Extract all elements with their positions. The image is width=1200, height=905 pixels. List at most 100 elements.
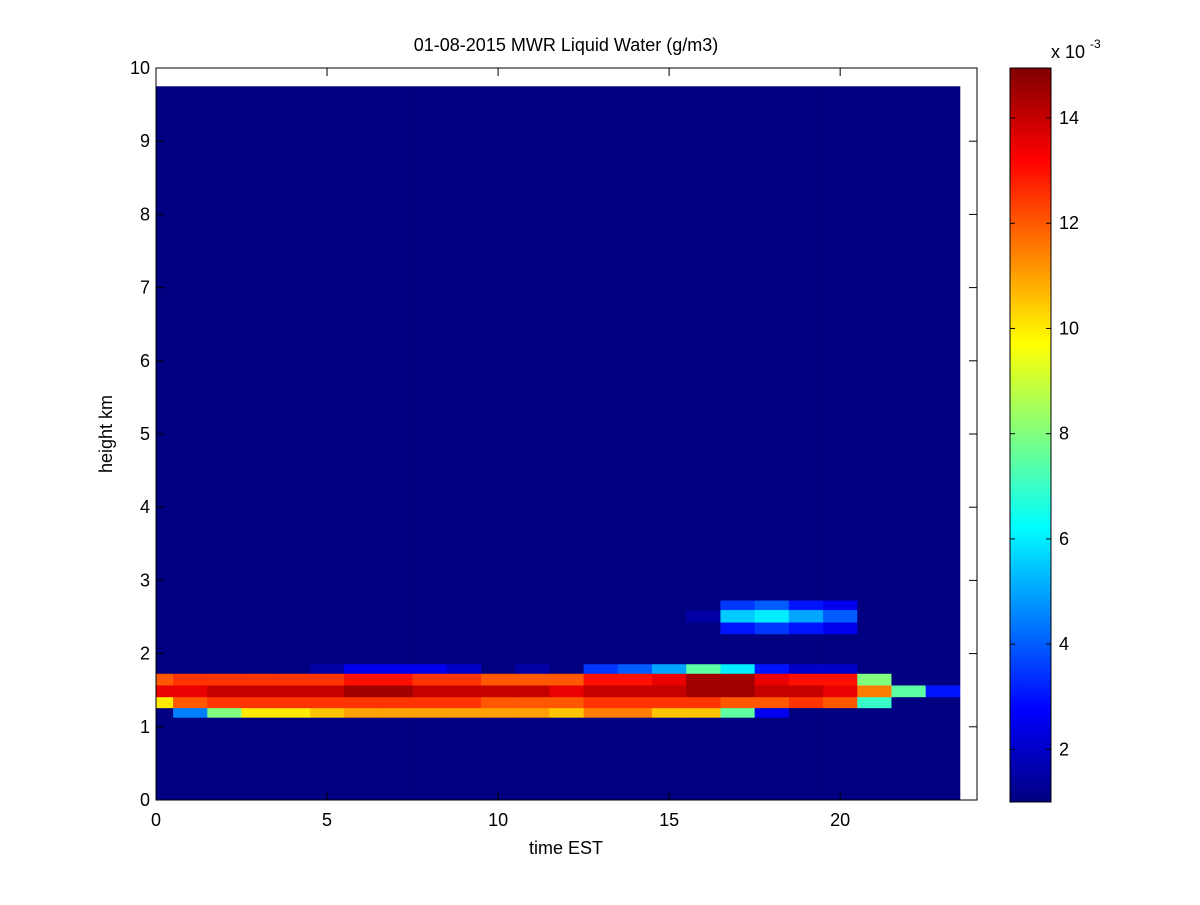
- heatmap-cell: [652, 717, 687, 801]
- heatmap-cell: [754, 673, 790, 686]
- heatmap-cell: [788, 717, 824, 801]
- heatmap-cell: [446, 600, 482, 611]
- heatmap-cell: [652, 600, 687, 611]
- heatmap-cell: [925, 673, 961, 686]
- heatmap-cell: [378, 707, 413, 718]
- heatmap-cell: [515, 609, 550, 623]
- heatmap-cell: [720, 663, 756, 674]
- heatmap-cell: [173, 685, 208, 698]
- colorbar-tick-label: 12: [1059, 213, 1079, 233]
- heatmap-cell: [515, 685, 550, 698]
- heatmap-cell: [480, 707, 516, 718]
- heatmap-cell: [720, 707, 756, 718]
- heatmap-cell: [173, 707, 208, 718]
- heatmap-cell: [515, 633, 550, 665]
- heatmap-cell: [412, 633, 448, 665]
- heatmap-cell: [788, 633, 824, 665]
- heatmap-cell: [241, 673, 277, 686]
- y-tick-label: 9: [140, 131, 150, 151]
- heatmap-cell: [412, 707, 448, 718]
- heatmap-cell: [857, 86, 892, 601]
- heatmap-cell: [617, 707, 653, 718]
- heatmap-cell: [156, 707, 174, 718]
- heatmap-cell: [275, 663, 311, 674]
- y-tick-label: 7: [140, 278, 150, 298]
- heatmap-cell: [480, 622, 516, 635]
- heatmap-cell: [823, 86, 858, 601]
- heatmap-cell: [156, 696, 174, 709]
- heatmap-cell: [344, 633, 379, 665]
- heatmap-cell: [412, 600, 448, 611]
- heatmap-cell: [549, 609, 585, 623]
- heatmap-cell: [720, 609, 756, 623]
- heatmap-cell: [156, 86, 174, 601]
- heatmap-cell: [652, 86, 687, 601]
- heatmap-cell: [549, 707, 585, 718]
- heatmap-cell: [344, 696, 379, 709]
- heatmap-cell: [412, 685, 448, 698]
- heatmap-cell: [720, 685, 756, 698]
- heatmap-cell: [378, 696, 413, 709]
- heatmap-cell: [857, 600, 892, 611]
- heatmap-cell: [275, 600, 311, 611]
- heatmap-cell: [344, 673, 379, 686]
- colorbar-tick-label: 2: [1059, 739, 1069, 759]
- heatmap-cell: [583, 663, 619, 674]
- heatmap-cell: [241, 622, 277, 635]
- heatmap-cell: [515, 707, 550, 718]
- heatmap-cell: [480, 86, 516, 601]
- heatmap-cell: [446, 717, 482, 801]
- heatmap-cell: [309, 609, 345, 623]
- heatmap-cell: [549, 696, 585, 709]
- heatmap-cell: [207, 717, 242, 801]
- heatmap-cell: [241, 696, 277, 709]
- y-tick-label: 3: [140, 570, 150, 590]
- heatmap-cell: [823, 673, 858, 686]
- colorbar-tick-label: 6: [1059, 529, 1069, 549]
- heatmap-cell: [925, 696, 961, 709]
- heatmap-cell: [309, 685, 345, 698]
- heatmap-cell: [652, 622, 687, 635]
- heatmap-cell: [925, 86, 961, 601]
- heatmap-cell: [549, 622, 585, 635]
- chart-title: 01-08-2015 MWR Liquid Water (g/m3): [414, 35, 718, 55]
- heatmap-cell: [617, 609, 653, 623]
- heatmap-cell: [275, 86, 311, 601]
- heatmap-cell: [583, 609, 619, 623]
- heatmap-cell: [241, 86, 277, 601]
- heatmap-cell: [344, 600, 379, 611]
- heatmap-cell: [515, 663, 550, 674]
- heatmap-cell: [617, 86, 653, 601]
- heatmap-cell: [549, 86, 585, 601]
- heatmap-cell: [446, 685, 482, 698]
- heatmap-cell: [241, 609, 277, 623]
- heatmap-cell: [857, 609, 892, 623]
- heatmap-cell: [344, 622, 379, 635]
- heatmap-cell: [309, 600, 345, 611]
- heatmap-cell: [156, 685, 174, 698]
- heatmap-cell: [686, 609, 721, 623]
- heatmap-cell: [480, 663, 516, 674]
- heatmap-cell: [754, 86, 790, 601]
- heatmap-cell: [788, 663, 824, 674]
- heatmap-cell: [823, 707, 858, 718]
- heatmap-cell: [617, 717, 653, 801]
- heatmap-cell: [583, 86, 619, 601]
- heatmap-cell: [652, 663, 687, 674]
- heatmap-cell: [686, 600, 721, 611]
- heatmap-cell: [617, 663, 653, 674]
- heatmap-cell: [891, 685, 927, 698]
- heatmap-cell: [344, 609, 379, 623]
- heatmap-cell: [720, 633, 756, 665]
- heatmap-cell: [617, 622, 653, 635]
- heatmap-cell: [754, 609, 790, 623]
- heatmap-cell: [720, 622, 756, 635]
- heatmap-cell: [686, 622, 721, 635]
- heatmap-cell: [378, 600, 413, 611]
- heatmap-cell: [857, 696, 892, 709]
- heatmap-cell: [925, 633, 961, 665]
- heatmap-cell: [788, 673, 824, 686]
- heatmap-cell: [480, 600, 516, 611]
- colorbar-tick-label: 10: [1059, 318, 1079, 338]
- heatmap-cell: [617, 696, 653, 709]
